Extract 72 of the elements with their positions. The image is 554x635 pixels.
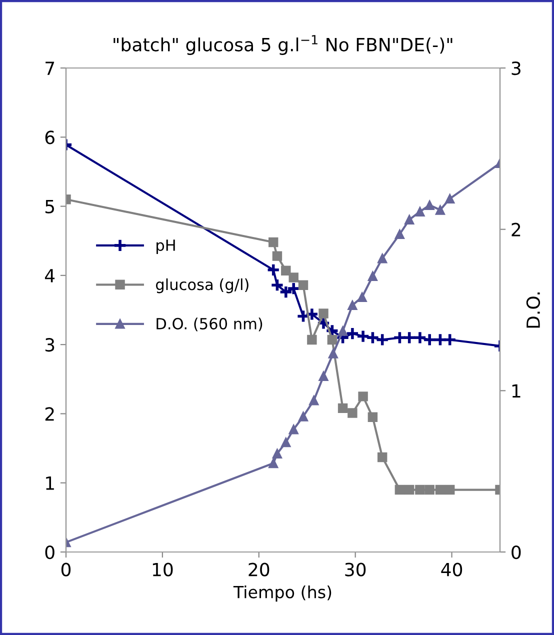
point	[318, 308, 328, 318]
point	[327, 334, 338, 345]
legend-label: glucosa (g/l)	[156, 278, 248, 294]
y-tick-label: 5	[45, 200, 54, 214]
point	[442, 332, 457, 347]
y2-tick-label: 2	[512, 222, 520, 236]
point	[309, 395, 319, 406]
y-tick-label: 7	[46, 62, 54, 75]
x-tick-label: 30	[345, 562, 366, 576]
y2-axis-title: D.O.	[526, 292, 540, 328]
point	[375, 332, 390, 347]
point	[413, 330, 427, 345]
point	[307, 334, 317, 345]
point	[404, 214, 414, 225]
point	[424, 200, 434, 210]
legend-label: D.O. (560 nm)	[156, 318, 262, 332]
y-tick-label: 2	[45, 407, 54, 421]
point	[377, 452, 388, 462]
point	[318, 371, 328, 382]
point	[266, 262, 280, 277]
point	[348, 300, 358, 310]
point	[338, 326, 348, 336]
point	[424, 484, 434, 495]
point	[394, 229, 405, 240]
y-tick-label: 6	[45, 130, 54, 144]
point	[368, 412, 378, 422]
point	[415, 206, 425, 216]
point	[298, 280, 308, 290]
point	[415, 484, 425, 495]
point	[328, 348, 338, 358]
point	[338, 403, 348, 414]
point	[392, 330, 407, 345]
x-tick-label: 20	[248, 562, 270, 576]
point	[270, 278, 284, 292]
x-tick-label: 10	[152, 562, 173, 576]
point	[433, 332, 448, 347]
point	[272, 448, 282, 458]
point	[268, 458, 278, 468]
point	[272, 251, 282, 261]
y-tick-label: 1	[46, 476, 54, 490]
point	[422, 332, 437, 347]
point	[358, 392, 368, 402]
point	[366, 330, 380, 345]
point	[298, 412, 308, 422]
y2-tick-label: 0	[512, 545, 521, 560]
x-tick-label: 0	[61, 562, 71, 576]
x-axis-title: Tiempo (hs)	[233, 585, 332, 602]
point	[404, 484, 414, 495]
y-tick-label: 4	[44, 269, 55, 282]
legend-label: pH	[156, 240, 175, 254]
point	[435, 484, 446, 495]
point	[348, 408, 358, 418]
y2-tick-label: 1	[512, 384, 520, 398]
point	[288, 272, 298, 282]
y2-tick-label: 3	[512, 61, 520, 76]
point	[444, 194, 455, 204]
point	[288, 424, 298, 434]
chart-title: "batch" glucosa 5 g.l$^{−1}$ No FBN"DE(-)"	[114, 35, 452, 55]
point	[357, 292, 367, 302]
point	[281, 266, 291, 276]
point	[435, 205, 446, 215]
point	[394, 484, 405, 495]
y-tick-label: 0	[45, 545, 54, 560]
y-tick-label: 3	[45, 338, 54, 352]
point	[268, 237, 278, 248]
point	[356, 329, 370, 344]
x-tick-label: 40	[441, 562, 462, 576]
point	[281, 437, 291, 448]
point	[444, 484, 455, 495]
point	[368, 271, 378, 281]
point	[402, 330, 416, 345]
point	[377, 254, 388, 264]
